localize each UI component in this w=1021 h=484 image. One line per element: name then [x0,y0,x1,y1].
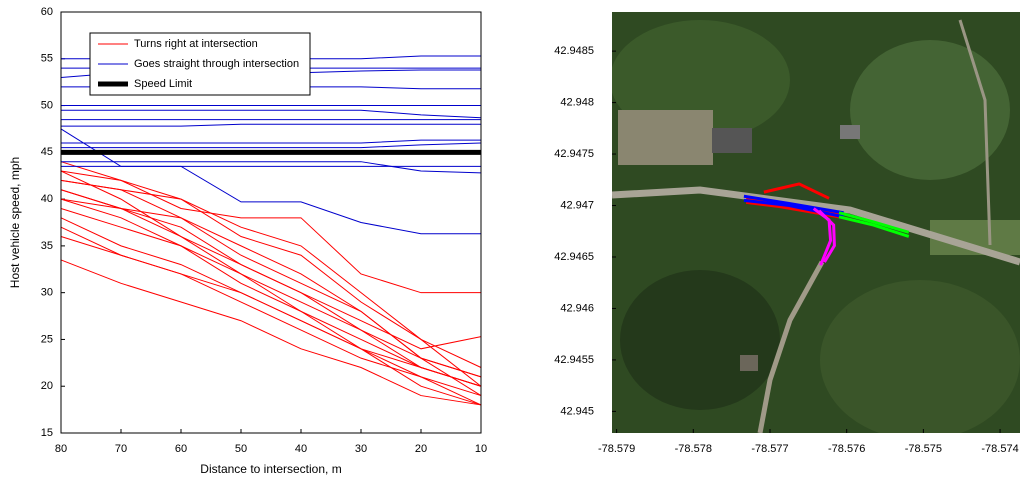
y-tick-label: 42.9485 [554,45,594,57]
legend-label: Goes straight through intersection [134,58,299,70]
series-line [61,123,481,127]
legend-label: Turns right at intersection [134,38,258,50]
y-tick-label: 42.946 [560,302,594,314]
y-tick-label: 42.948 [560,96,594,108]
track-line [743,198,844,219]
series-line [61,139,481,144]
y-tick-label: 42.9475 [554,148,594,160]
y-tick-label: 42.9465 [554,251,594,263]
series-line [60,189,482,350]
tracks [743,182,910,266]
y-tick-label: 42.9455 [554,354,594,366]
series-line [60,198,482,378]
series-line [60,161,482,387]
x-tick-label: 80 [55,443,67,455]
x-tick-label: 30 [355,443,367,455]
legend-label: Speed Limit [134,78,192,90]
y-tick-label: 55 [41,53,53,65]
series-line [60,170,481,294]
x-tick-label: 40 [295,443,307,455]
track-line [838,211,910,234]
x-tick-label: 20 [415,443,427,455]
x-tick-label: -78.574 [981,443,1018,455]
series-line [61,109,482,119]
y-tick-label: 25 [41,333,53,345]
y-tick-label: 42.945 [560,405,594,417]
y-tick-label: 45 [41,146,53,158]
y-tick-label: 40 [41,193,53,205]
x-axis-label: Distance to intersection, m [200,462,341,476]
x-tick-label: 50 [235,443,247,455]
series-line [60,259,482,406]
series-line [60,179,482,368]
series-line [60,170,482,406]
track-line [838,215,910,238]
x-tick-label: 60 [175,443,187,455]
series-line [61,161,482,174]
y-tick-label: 35 [41,240,53,252]
track-line [743,194,844,215]
series-line [60,226,482,406]
plot-frame [60,11,482,434]
x-tick-label: -78.575 [905,443,942,455]
series-line [60,198,482,378]
series-line [60,236,482,387]
x-tick-label: 10 [475,443,487,455]
track-line [763,182,830,200]
y-tick-label: 15 [41,427,53,439]
series-line [61,142,482,149]
x-tick-label: -78.576 [828,443,865,455]
y-tick-label: 50 [41,99,53,111]
y-tick-label: 20 [41,380,53,392]
y-tick-label: 42.947 [560,199,594,211]
x-tick-label: -78.577 [751,443,788,455]
series-line [60,207,482,387]
x-tick-label: -78.579 [598,443,635,455]
x-tick-label: 70 [115,443,127,455]
y-axis-label: Host vehicle speed, mph [8,157,22,288]
x-tick-label: -78.578 [675,443,712,455]
satellite-image [612,12,1020,433]
track-line [818,209,836,263]
y-tick-label: 30 [41,287,53,299]
y-tick-label: 60 [41,6,53,18]
